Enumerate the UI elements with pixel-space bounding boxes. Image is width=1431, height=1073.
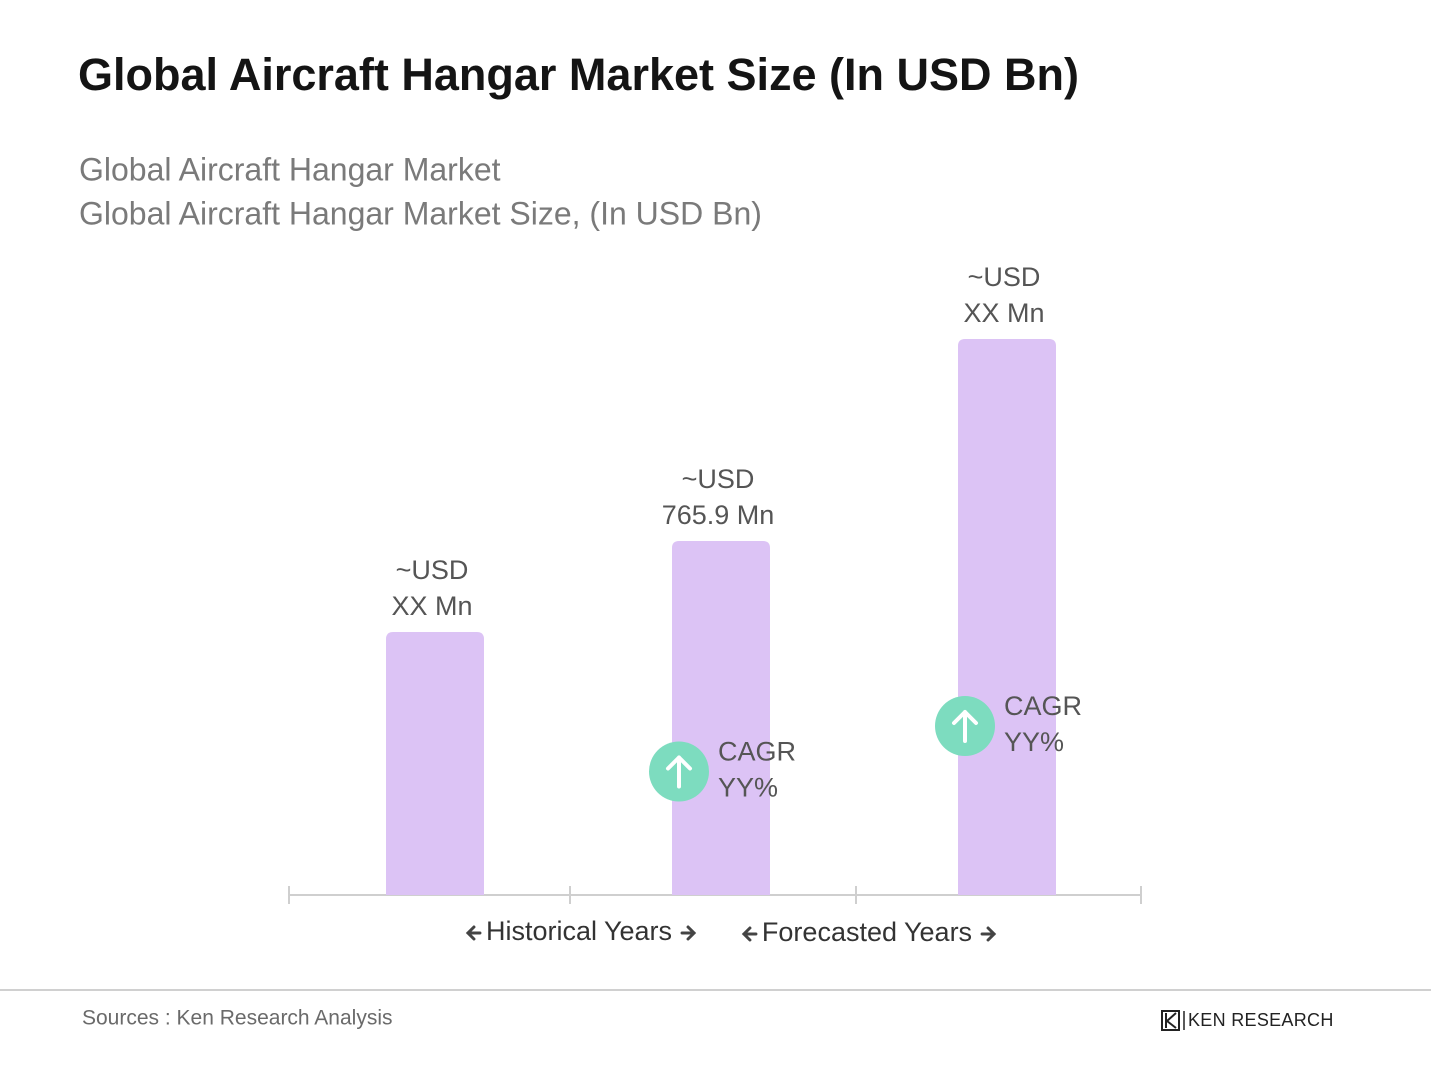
period-arrow xyxy=(980,926,997,942)
logo-icon xyxy=(1165,1012,1177,1029)
chart-subtitle: Global Aircraft Hangar Market xyxy=(79,151,501,187)
period-arrow xyxy=(680,925,697,941)
logo-text: KEN RESEARCH xyxy=(1188,1010,1334,1030)
cagr-label: YY% xyxy=(1004,727,1064,757)
logo-icon xyxy=(1161,1010,1180,1031)
data-label: ~USD xyxy=(968,262,1041,292)
period-arrow xyxy=(741,926,758,942)
period-label: Historical Years xyxy=(486,916,672,946)
chart-subtitle: Global Aircraft Hangar Market Size, (In … xyxy=(79,195,762,231)
period-label: Forecasted Years xyxy=(762,917,972,947)
cagr-arrow xyxy=(952,710,978,744)
cagr-arrow xyxy=(666,755,692,789)
cagr-label: CAGR xyxy=(1004,691,1082,721)
bar xyxy=(386,632,484,895)
data-label: ~USD xyxy=(682,464,755,494)
data-label: XX Mn xyxy=(963,298,1044,328)
cagr-label: YY% xyxy=(718,773,778,803)
chart-title: Global Aircraft Hangar Market Size (In U… xyxy=(78,49,1079,100)
source: Sources : Ken Research Analysis xyxy=(82,1007,393,1030)
cagr-label: CAGR xyxy=(718,737,796,767)
bar xyxy=(958,339,1056,895)
period-arrow xyxy=(465,925,482,941)
data-label: XX Mn xyxy=(391,591,472,621)
logo: KEN RESEARCH xyxy=(1161,1010,1334,1031)
data-label: 765.9 Mn xyxy=(662,500,775,530)
data-label: ~USD xyxy=(396,555,469,585)
bar xyxy=(672,541,770,895)
